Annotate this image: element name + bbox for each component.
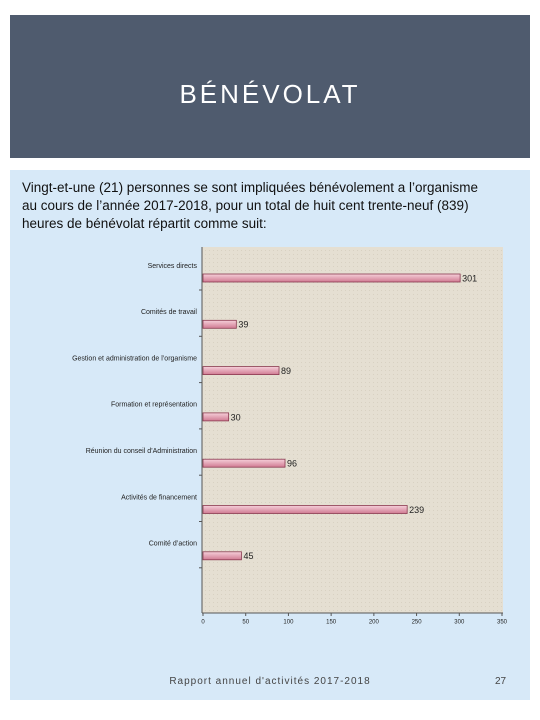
bar xyxy=(202,412,230,422)
category-label: Formation et représentation xyxy=(111,402,197,409)
value-label: 239 xyxy=(409,505,424,515)
category-label: Comité d’action xyxy=(149,541,197,548)
value-label: 96 xyxy=(287,459,297,469)
x-tick-label: 150 xyxy=(326,620,337,626)
value-label: 89 xyxy=(281,366,291,376)
category-label: Gestion et administration de l’organisme xyxy=(72,355,197,362)
footer-text: Rapport annuel d'activités 2017-2018 xyxy=(169,676,371,687)
x-tick-label: 200 xyxy=(369,620,380,626)
header: BÉNÉVOLAT xyxy=(10,15,530,158)
bar xyxy=(202,273,461,283)
bar xyxy=(202,551,242,561)
category-label: Services directs xyxy=(148,263,198,270)
category-label: Activités de financement xyxy=(121,494,197,501)
bar xyxy=(202,505,408,514)
category-label: Comités de travail xyxy=(141,309,197,316)
value-label: 30 xyxy=(231,412,241,422)
intro-text: Vingt-et-une (21) personnes se sont impl… xyxy=(22,180,479,231)
x-tick-label: 50 xyxy=(242,620,249,626)
bar xyxy=(202,319,237,329)
value-label: 301 xyxy=(462,273,477,283)
title: BÉNÉVOLAT xyxy=(179,79,361,109)
bar xyxy=(202,366,280,376)
category-label: Réunion du conseil d’Administration xyxy=(86,448,197,455)
x-tick-label: 300 xyxy=(454,620,465,626)
bar xyxy=(202,458,286,468)
value-label: 39 xyxy=(238,320,248,330)
x-tick-label: 100 xyxy=(283,620,294,626)
page-number: 27 xyxy=(495,676,507,687)
plot-area xyxy=(202,247,503,613)
value-label: 45 xyxy=(243,551,253,561)
x-tick-label: 0 xyxy=(201,620,205,626)
x-tick-label: 250 xyxy=(412,620,423,626)
x-tick-label: 350 xyxy=(497,620,508,626)
